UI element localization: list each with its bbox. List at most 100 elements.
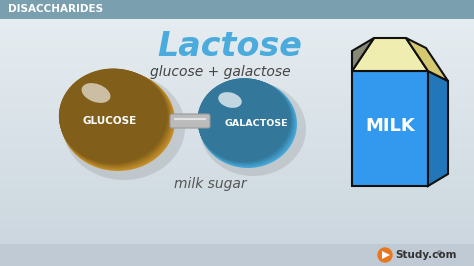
- FancyBboxPatch shape: [0, 28, 474, 32]
- FancyBboxPatch shape: [0, 135, 474, 138]
- FancyBboxPatch shape: [0, 49, 474, 53]
- FancyBboxPatch shape: [0, 220, 474, 223]
- FancyBboxPatch shape: [0, 145, 474, 149]
- Ellipse shape: [59, 69, 168, 164]
- FancyBboxPatch shape: [0, 105, 474, 109]
- FancyBboxPatch shape: [0, 76, 474, 80]
- FancyBboxPatch shape: [0, 97, 474, 101]
- Polygon shape: [406, 38, 448, 81]
- Text: Lactose: Lactose: [157, 30, 302, 63]
- FancyBboxPatch shape: [170, 114, 210, 128]
- FancyBboxPatch shape: [0, 225, 474, 229]
- Polygon shape: [352, 71, 428, 186]
- FancyBboxPatch shape: [0, 57, 474, 61]
- FancyBboxPatch shape: [0, 260, 474, 263]
- Ellipse shape: [60, 70, 173, 169]
- FancyBboxPatch shape: [0, 230, 474, 234]
- FancyBboxPatch shape: [0, 71, 474, 74]
- FancyBboxPatch shape: [0, 65, 474, 69]
- FancyBboxPatch shape: [0, 39, 474, 43]
- Ellipse shape: [60, 70, 172, 168]
- Ellipse shape: [61, 70, 173, 170]
- FancyBboxPatch shape: [0, 159, 474, 162]
- FancyBboxPatch shape: [0, 212, 474, 215]
- FancyBboxPatch shape: [0, 214, 474, 218]
- FancyBboxPatch shape: [0, 92, 474, 96]
- FancyBboxPatch shape: [0, 257, 474, 261]
- FancyBboxPatch shape: [0, 201, 474, 205]
- FancyBboxPatch shape: [0, 148, 474, 152]
- FancyBboxPatch shape: [0, 79, 474, 82]
- FancyBboxPatch shape: [0, 132, 474, 136]
- Ellipse shape: [198, 79, 294, 165]
- FancyBboxPatch shape: [0, 0, 474, 3]
- Ellipse shape: [61, 71, 175, 171]
- FancyBboxPatch shape: [0, 222, 474, 226]
- Circle shape: [378, 248, 392, 262]
- FancyBboxPatch shape: [0, 174, 474, 178]
- FancyBboxPatch shape: [0, 121, 474, 125]
- Ellipse shape: [60, 70, 172, 168]
- Text: MILK: MILK: [365, 117, 415, 135]
- Ellipse shape: [82, 83, 110, 103]
- FancyBboxPatch shape: [0, 151, 474, 154]
- FancyBboxPatch shape: [0, 254, 474, 258]
- Ellipse shape: [59, 69, 169, 165]
- FancyBboxPatch shape: [0, 7, 474, 11]
- FancyBboxPatch shape: [0, 87, 474, 90]
- FancyBboxPatch shape: [0, 140, 474, 144]
- Ellipse shape: [199, 80, 297, 168]
- FancyBboxPatch shape: [0, 244, 474, 266]
- FancyBboxPatch shape: [0, 196, 474, 200]
- Ellipse shape: [61, 71, 174, 170]
- FancyBboxPatch shape: [0, 108, 474, 112]
- FancyBboxPatch shape: [0, 249, 474, 253]
- FancyBboxPatch shape: [0, 55, 474, 59]
- FancyBboxPatch shape: [0, 233, 474, 237]
- FancyBboxPatch shape: [0, 119, 474, 122]
- FancyBboxPatch shape: [0, 18, 474, 21]
- Ellipse shape: [198, 79, 292, 164]
- FancyBboxPatch shape: [0, 44, 474, 48]
- Text: milk sugar: milk sugar: [173, 177, 246, 191]
- FancyBboxPatch shape: [0, 0, 474, 19]
- FancyBboxPatch shape: [0, 156, 474, 160]
- FancyBboxPatch shape: [0, 241, 474, 245]
- Ellipse shape: [60, 70, 171, 167]
- FancyBboxPatch shape: [0, 100, 474, 104]
- FancyBboxPatch shape: [0, 198, 474, 202]
- FancyBboxPatch shape: [0, 190, 474, 194]
- FancyBboxPatch shape: [0, 228, 474, 231]
- FancyBboxPatch shape: [0, 31, 474, 35]
- FancyBboxPatch shape: [0, 60, 474, 64]
- Ellipse shape: [198, 79, 293, 165]
- FancyBboxPatch shape: [0, 161, 474, 165]
- Ellipse shape: [198, 78, 291, 162]
- FancyBboxPatch shape: [0, 262, 474, 266]
- Polygon shape: [352, 38, 428, 71]
- FancyBboxPatch shape: [0, 20, 474, 24]
- FancyBboxPatch shape: [0, 167, 474, 170]
- FancyBboxPatch shape: [0, 193, 474, 197]
- Text: ®: ®: [436, 251, 443, 257]
- FancyBboxPatch shape: [0, 244, 474, 247]
- FancyBboxPatch shape: [0, 15, 474, 19]
- FancyBboxPatch shape: [0, 89, 474, 93]
- FancyBboxPatch shape: [0, 246, 474, 250]
- FancyBboxPatch shape: [0, 206, 474, 210]
- FancyBboxPatch shape: [0, 103, 474, 106]
- FancyBboxPatch shape: [0, 217, 474, 221]
- Text: GALACTOSE: GALACTOSE: [224, 119, 288, 128]
- Text: DISACCHARIDES: DISACCHARIDES: [8, 5, 103, 15]
- FancyBboxPatch shape: [0, 143, 474, 146]
- FancyBboxPatch shape: [0, 182, 474, 186]
- FancyBboxPatch shape: [0, 252, 474, 255]
- FancyBboxPatch shape: [0, 2, 474, 5]
- FancyBboxPatch shape: [0, 63, 474, 66]
- FancyBboxPatch shape: [0, 4, 474, 8]
- FancyBboxPatch shape: [0, 137, 474, 141]
- FancyBboxPatch shape: [0, 238, 474, 242]
- FancyBboxPatch shape: [0, 68, 474, 72]
- FancyBboxPatch shape: [0, 185, 474, 189]
- Ellipse shape: [200, 82, 306, 176]
